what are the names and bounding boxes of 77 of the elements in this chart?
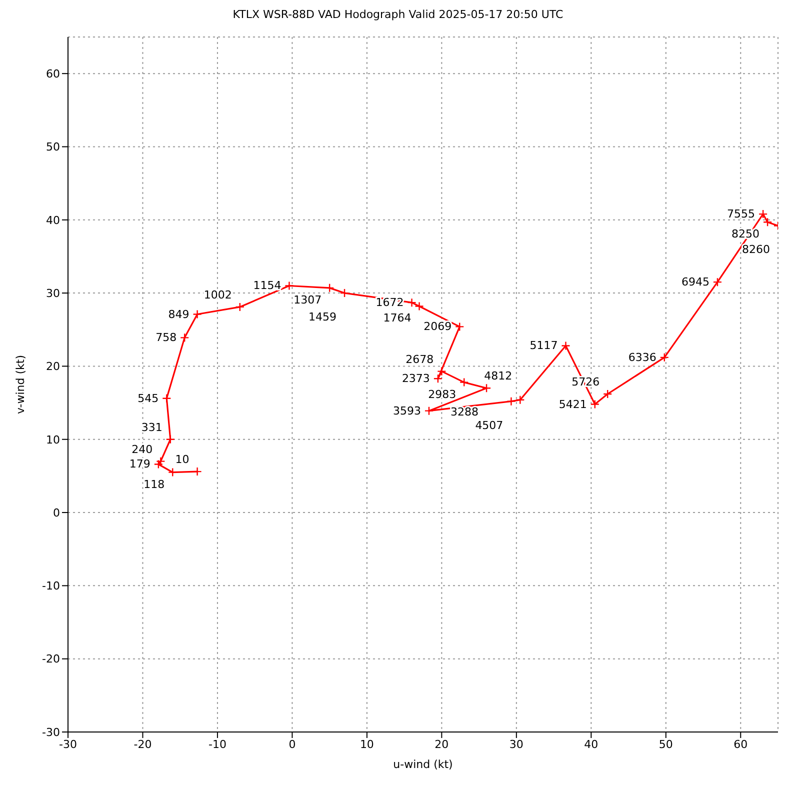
point xyxy=(154,460,164,469)
point xyxy=(414,302,424,311)
y-tick-label: 50 xyxy=(46,140,60,154)
x-tick-label: 30 xyxy=(509,738,524,751)
point xyxy=(284,281,294,290)
annotation: 2373 xyxy=(402,372,430,386)
x-tick-label: -10 xyxy=(208,738,226,751)
point xyxy=(192,310,202,319)
annotation: 6945 xyxy=(681,276,710,289)
x-tick-label: 50 xyxy=(658,738,673,751)
x-tick-label: 60 xyxy=(734,738,748,751)
y-tick-label: -30 xyxy=(42,726,60,739)
point xyxy=(460,378,469,387)
x-tick-label: 40 xyxy=(584,738,598,751)
point xyxy=(516,395,525,404)
point xyxy=(712,277,722,287)
annotation: 1672 xyxy=(376,296,404,310)
annotation: 7555 xyxy=(727,208,756,221)
y-tick-label: 60 xyxy=(46,67,60,80)
point xyxy=(590,400,600,409)
annotation: 5421 xyxy=(558,398,587,411)
annotation: 3288 xyxy=(450,406,479,419)
annotation: 849 xyxy=(168,308,190,321)
annotation: 758 xyxy=(156,331,177,344)
annotation: 2069 xyxy=(424,320,452,334)
chart-title: KTLX WSR-88D VAD Hodograph Valid 2025-05-17 20:50 UTC xyxy=(232,8,564,21)
point xyxy=(482,384,492,393)
annotation: 1459 xyxy=(308,310,337,324)
annotation: 2983 xyxy=(428,388,456,401)
annotation: 1764 xyxy=(383,312,412,325)
point xyxy=(407,298,416,308)
point xyxy=(561,341,570,350)
x-tick-label: -20 xyxy=(134,738,152,751)
annotation: 6336 xyxy=(628,350,656,364)
y-tick-label: 0 xyxy=(53,506,60,520)
y-tick-label: -10 xyxy=(42,580,60,593)
annotation: 118 xyxy=(144,478,165,491)
annotation: 1154 xyxy=(253,279,282,292)
y-tick-label: 10 xyxy=(46,433,60,446)
annotation: 8260 xyxy=(742,243,770,256)
point xyxy=(166,434,175,444)
annotation: 545 xyxy=(138,392,159,405)
point xyxy=(340,288,350,298)
x-tick-label: -30 xyxy=(59,738,77,751)
x-tick-label: 20 xyxy=(434,738,449,751)
annotation: 4812 xyxy=(484,369,512,382)
annotation: 10 xyxy=(175,453,190,466)
annotation: 179 xyxy=(129,458,150,471)
annotation: 4507 xyxy=(475,418,504,432)
point xyxy=(758,209,768,219)
x-axis-title: u-wind (kt) xyxy=(393,758,453,771)
point xyxy=(437,366,446,376)
annotation: 1307 xyxy=(294,293,322,306)
point xyxy=(660,352,669,362)
y-tick-label: 40 xyxy=(46,214,60,227)
annotation: 240 xyxy=(132,442,153,456)
y-tick-label: 30 xyxy=(46,286,60,300)
point xyxy=(162,394,172,403)
y-axis-title: v-wind (kt) xyxy=(14,355,27,414)
annotation: 331 xyxy=(141,420,162,434)
point xyxy=(433,374,443,384)
point xyxy=(424,406,434,416)
x-tick-label: 0 xyxy=(288,738,296,751)
point xyxy=(455,322,464,332)
point xyxy=(180,333,190,342)
annotation: 5117 xyxy=(530,339,558,352)
annotation: 2678 xyxy=(406,352,434,366)
annotation: 3593 xyxy=(392,404,421,418)
y-tick-label: -20 xyxy=(42,652,60,666)
y-tick-label: 20 xyxy=(46,360,60,374)
point xyxy=(235,302,244,312)
point xyxy=(603,389,612,399)
annotation: 1002 xyxy=(204,288,232,302)
point xyxy=(156,456,166,466)
x-tick-label: 10 xyxy=(360,738,374,751)
point xyxy=(762,217,772,227)
point xyxy=(506,396,516,406)
